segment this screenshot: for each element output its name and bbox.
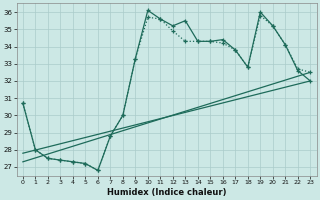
X-axis label: Humidex (Indice chaleur): Humidex (Indice chaleur): [107, 188, 226, 197]
